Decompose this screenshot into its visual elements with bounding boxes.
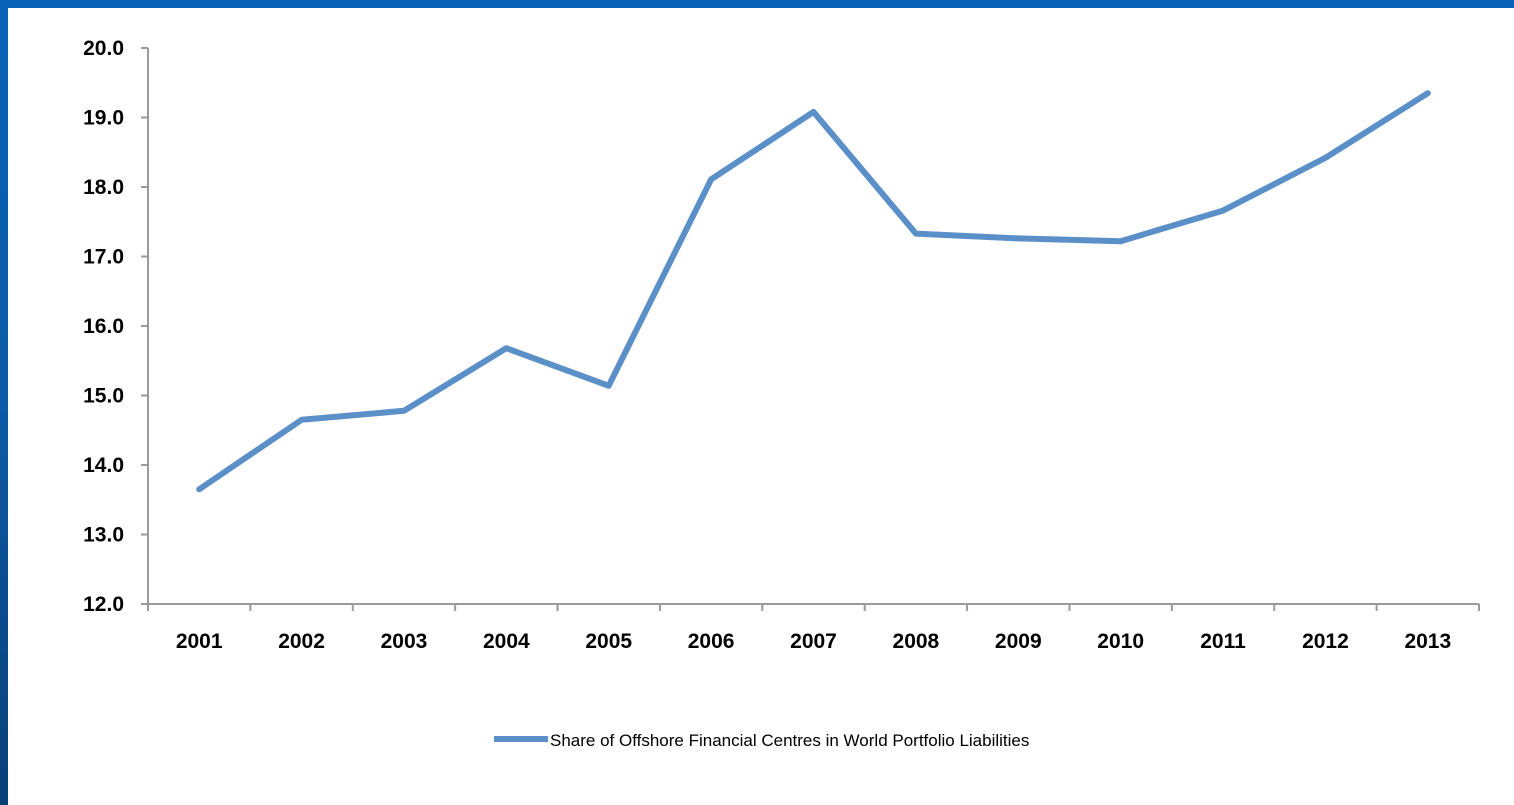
x-tick-label: 2012 [1302, 630, 1349, 653]
x-tick-label: 2008 [893, 630, 940, 653]
chart-panel: 12.0 13.0 14.0 15.0 16.0 17.0 18.0 19.0 20.0 200… [8, 8, 1514, 805]
x-tick-label: 2004 [483, 630, 530, 653]
x-tick-label: 2006 [688, 630, 735, 653]
x-tick-label: 2002 [278, 630, 325, 653]
y-tick-label: 14.0 [83, 454, 124, 477]
x-tick-label: 2007 [790, 630, 837, 653]
y-tick-label: 13.0 [83, 524, 124, 547]
y-tick-label: 16.0 [83, 315, 124, 338]
y-tick-label: 17.0 [83, 246, 124, 269]
x-tick-label: 2011 [1200, 630, 1246, 653]
y-tick-label: 12.0 [83, 593, 124, 616]
y-tick-label: 15.0 [83, 385, 124, 408]
line-chart: 12.0 13.0 14.0 15.0 16.0 17.0 18.0 19.0 20.0 200… [83, 37, 1480, 750]
legend: Share of Offshore Financial Centres in W… [494, 731, 1029, 750]
y-tick-label: 19.0 [83, 107, 124, 130]
y-tick-label: 20.0 [83, 37, 124, 60]
x-tick-label: 2001 [176, 630, 223, 653]
x-tick-label: 2009 [995, 630, 1042, 653]
series-line [196, 90, 1431, 493]
y-axis: 12.0 13.0 14.0 15.0 16.0 17.0 18.0 19.0 20.0 [83, 37, 149, 616]
x-tick-label: 2005 [585, 630, 632, 653]
y-tick-label: 18.0 [83, 176, 124, 199]
x-tick-label: 2003 [381, 630, 428, 653]
x-tick-label: 2013 [1404, 630, 1451, 653]
legend-label: Share of Offshore Financial Centres in W… [550, 731, 1029, 750]
series-layer [196, 90, 1431, 493]
x-axis: 2001 2002 2003 2004 2005 2006 2007 2008 2009 2010… [147, 603, 1480, 653]
x-tick-label: 2010 [1097, 630, 1144, 653]
